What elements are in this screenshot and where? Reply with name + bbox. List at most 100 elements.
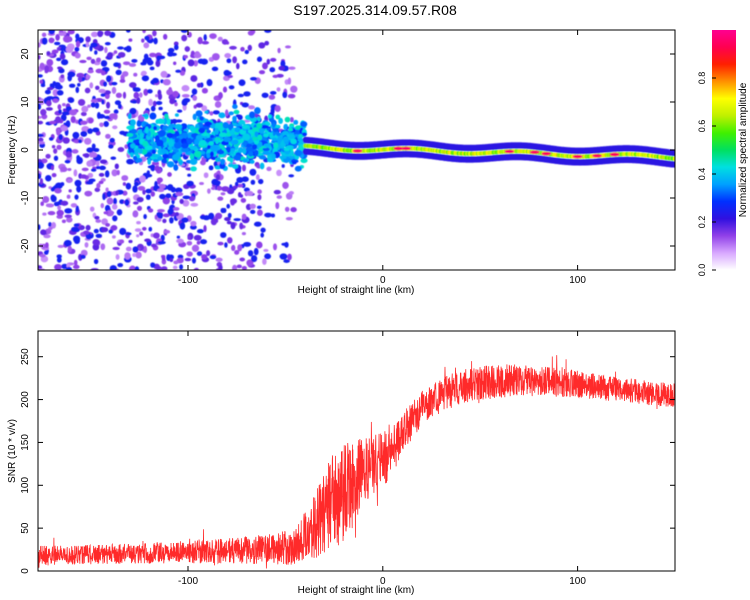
spectrogram-cell bbox=[138, 92, 143, 98]
spectrogram-cell bbox=[56, 144, 62, 150]
spectrogram-cell bbox=[174, 212, 180, 217]
spectrogram-cell bbox=[173, 206, 180, 211]
spectrogram-cell bbox=[242, 140, 247, 147]
spectrogram-cell bbox=[60, 47, 66, 52]
spectrogram-cell bbox=[76, 155, 81, 161]
spectrogram-cell bbox=[218, 264, 223, 270]
spectrogram-cell bbox=[92, 238, 100, 246]
spectrogram-cell bbox=[112, 246, 120, 251]
spectrogram-cell bbox=[103, 109, 111, 114]
spectrogram-cell bbox=[284, 206, 290, 212]
spectrogram-cell bbox=[42, 212, 47, 216]
spectrogram-cell bbox=[187, 235, 191, 240]
spectrogram-cell bbox=[264, 212, 273, 218]
spectrogram-cell bbox=[229, 148, 236, 152]
spectrogram-cell bbox=[119, 130, 126, 135]
spectrogram-cell bbox=[106, 190, 112, 198]
spectrogram-cell bbox=[190, 224, 197, 230]
spectrogram-cell bbox=[242, 59, 248, 65]
spectrogram-cell bbox=[152, 158, 159, 163]
spectrogram-cell bbox=[38, 173, 42, 180]
spectrogram-cell bbox=[156, 139, 164, 147]
spectrogram-cell bbox=[183, 55, 188, 59]
spectrogram-cell bbox=[55, 116, 61, 124]
spectrogram-cell bbox=[237, 244, 243, 252]
spectrogram-cell bbox=[87, 69, 94, 74]
spectrogram-cell bbox=[167, 172, 172, 177]
spectrogram-cell bbox=[236, 177, 244, 183]
spectrogram-cell bbox=[166, 132, 174, 138]
spectrogram-cell bbox=[193, 234, 202, 241]
spectrogram-cell bbox=[211, 66, 219, 72]
spectrogram-cell bbox=[129, 265, 136, 270]
spectrogram-cell bbox=[283, 259, 290, 263]
spectrogram-cell bbox=[243, 91, 251, 97]
spectrogram-x-ticks: -100 0 100 bbox=[178, 30, 586, 286]
spectrogram-cell bbox=[158, 106, 163, 111]
snr-x-tick-label: -100 bbox=[178, 576, 198, 587]
spectrogram-cell bbox=[161, 158, 168, 164]
spectrogram-cell bbox=[233, 218, 241, 222]
spectrogram-cell bbox=[83, 230, 90, 235]
spectrogram-cell bbox=[109, 137, 115, 143]
spectrogram-cell bbox=[281, 164, 285, 168]
spectrogram-cell bbox=[253, 221, 262, 227]
snr-x-tick-label: 100 bbox=[569, 576, 586, 587]
spectrogram-cell bbox=[278, 65, 285, 71]
spectrogram-cell bbox=[215, 174, 221, 181]
spectrogram-cell bbox=[67, 167, 72, 172]
spectrogram-cell bbox=[106, 101, 111, 109]
spectrogram-cell bbox=[256, 241, 263, 249]
spectrogram-cell bbox=[40, 83, 46, 88]
spectrogram-cell bbox=[63, 35, 72, 43]
spectrogram-cell bbox=[155, 60, 161, 67]
spectrogram-cell bbox=[113, 50, 118, 54]
spectrogram-cell bbox=[88, 178, 96, 183]
spectrogram-cell bbox=[191, 244, 200, 252]
spectrogram-cell bbox=[100, 70, 106, 76]
spectrogram-cell bbox=[213, 150, 217, 157]
spectrogram-cell bbox=[128, 63, 137, 67]
spectrogram-cell bbox=[152, 153, 160, 158]
spectrogram-cell bbox=[182, 195, 191, 200]
spectrogram-cell bbox=[126, 132, 134, 138]
spectrogram-cell bbox=[122, 71, 129, 77]
spectrogram-cell bbox=[89, 206, 95, 212]
spectrogram-cell bbox=[262, 258, 267, 265]
spectrogram-cell bbox=[111, 86, 117, 94]
spectrogram-cell bbox=[271, 153, 276, 161]
spectrogram-cell bbox=[181, 147, 190, 153]
spectrogram-cell bbox=[217, 196, 224, 201]
spectrogram-cell bbox=[261, 92, 269, 98]
spectrogram-cell bbox=[174, 102, 178, 107]
spectrogram-cell bbox=[53, 201, 60, 207]
spectrogram-cell bbox=[45, 174, 52, 182]
spectrogram-cell bbox=[38, 115, 42, 120]
spectrogram-cell bbox=[111, 169, 118, 177]
spectrogram-cell bbox=[57, 104, 62, 110]
spectrogram-cell bbox=[45, 203, 51, 208]
spectrogram-cell bbox=[268, 94, 276, 100]
spectrogram-cell bbox=[136, 120, 142, 127]
spectrogram-cell bbox=[155, 100, 163, 106]
spectrogram-cell bbox=[245, 190, 254, 196]
spectrogram-cell bbox=[229, 130, 235, 135]
spectrogram-cell bbox=[199, 139, 207, 147]
spectrogram-cell bbox=[276, 195, 283, 199]
spectrogram-cell bbox=[260, 227, 266, 233]
spectrogram-cell bbox=[144, 238, 151, 243]
spectrogram-cell bbox=[672, 161, 675, 168]
spectrogram-x-label: Height of straight line (km) bbox=[298, 285, 415, 296]
spectrogram-cell bbox=[166, 161, 175, 168]
spectrogram-cell bbox=[224, 53, 232, 59]
spectrogram-cell bbox=[105, 133, 111, 139]
spectrogram-cell bbox=[103, 121, 109, 127]
spectrogram-cell bbox=[161, 256, 166, 261]
spectrogram-cell bbox=[42, 196, 50, 203]
spectrogram-cell bbox=[38, 74, 43, 78]
spectrogram-cell bbox=[249, 209, 256, 215]
spectrogram-cell bbox=[94, 187, 101, 193]
spectrogram-cell bbox=[241, 231, 246, 236]
spectrogram-cell bbox=[68, 83, 76, 88]
spectrogram-cell bbox=[122, 91, 127, 99]
